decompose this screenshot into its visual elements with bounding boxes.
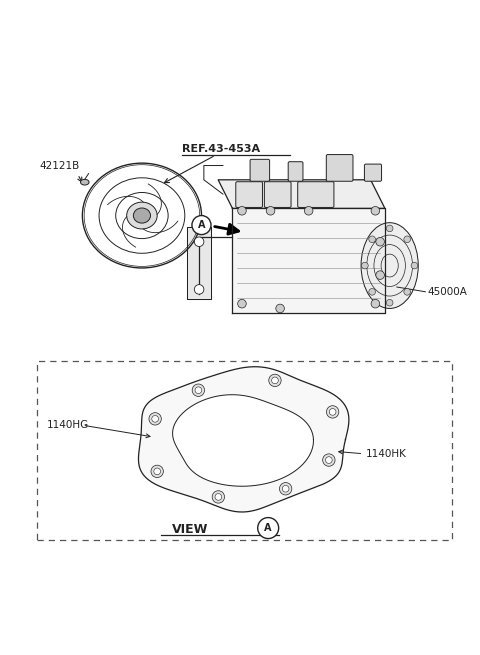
FancyBboxPatch shape — [364, 164, 382, 181]
Circle shape — [326, 405, 339, 418]
Circle shape — [411, 262, 418, 269]
Ellipse shape — [81, 179, 89, 185]
Circle shape — [212, 491, 225, 503]
Text: 42121B: 42121B — [39, 160, 80, 170]
Polygon shape — [218, 180, 385, 208]
Circle shape — [215, 494, 222, 500]
Circle shape — [323, 454, 335, 466]
Circle shape — [325, 457, 332, 463]
Ellipse shape — [133, 208, 151, 223]
Circle shape — [266, 206, 275, 215]
Ellipse shape — [361, 223, 418, 309]
Circle shape — [238, 299, 246, 308]
FancyBboxPatch shape — [250, 159, 270, 181]
Circle shape — [279, 483, 292, 495]
Polygon shape — [187, 227, 211, 299]
Circle shape — [371, 299, 380, 308]
FancyBboxPatch shape — [326, 155, 353, 181]
Text: 1140HG: 1140HG — [47, 420, 89, 430]
Circle shape — [276, 304, 284, 312]
Text: A: A — [264, 523, 272, 533]
Circle shape — [369, 288, 375, 295]
Polygon shape — [232, 208, 385, 313]
Circle shape — [386, 299, 393, 306]
Circle shape — [404, 236, 410, 242]
Circle shape — [329, 409, 336, 415]
Polygon shape — [173, 395, 313, 486]
Text: 45000A: 45000A — [428, 287, 468, 297]
Circle shape — [386, 225, 393, 232]
Circle shape — [269, 374, 281, 386]
Circle shape — [404, 288, 410, 295]
Circle shape — [195, 387, 202, 394]
Circle shape — [192, 215, 211, 234]
Circle shape — [369, 236, 375, 242]
Circle shape — [194, 285, 204, 294]
Circle shape — [304, 206, 313, 215]
Text: A: A — [198, 220, 205, 230]
Circle shape — [238, 206, 246, 215]
FancyBboxPatch shape — [264, 181, 291, 208]
Circle shape — [282, 485, 289, 492]
Polygon shape — [138, 367, 349, 512]
Circle shape — [194, 237, 204, 246]
FancyBboxPatch shape — [298, 181, 334, 208]
Circle shape — [272, 377, 278, 384]
FancyBboxPatch shape — [236, 181, 263, 208]
Text: REF.43-453A: REF.43-453A — [182, 144, 261, 154]
Circle shape — [192, 384, 204, 396]
Text: VIEW: VIEW — [172, 523, 209, 536]
Text: 1140HK: 1140HK — [366, 449, 407, 458]
Circle shape — [151, 465, 163, 477]
FancyBboxPatch shape — [288, 162, 303, 181]
Circle shape — [361, 262, 368, 269]
Circle shape — [152, 415, 158, 422]
Circle shape — [258, 517, 279, 538]
Ellipse shape — [127, 202, 157, 229]
Circle shape — [376, 238, 384, 246]
Circle shape — [371, 206, 380, 215]
Circle shape — [149, 413, 161, 425]
Circle shape — [376, 271, 384, 280]
Circle shape — [154, 468, 160, 475]
